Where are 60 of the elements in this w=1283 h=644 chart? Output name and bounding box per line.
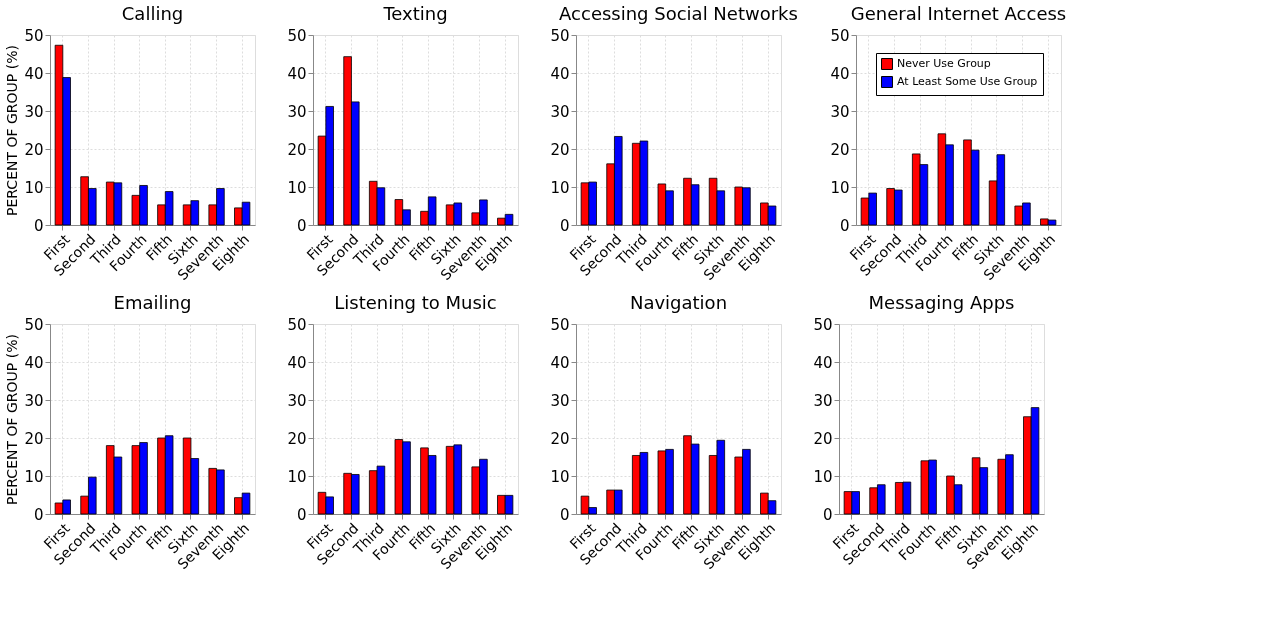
- y-tick-label: 10: [830, 178, 850, 197]
- y-tick-label: 30: [287, 102, 307, 121]
- y-tick-label: 50: [813, 315, 833, 334]
- y-tick-label: 10: [550, 178, 570, 197]
- chart-title: Calling: [121, 3, 184, 24]
- chart-title: Navigation: [629, 292, 728, 313]
- y-tick-label: 10: [813, 467, 833, 486]
- legend-label: At Least Some Use Group: [897, 75, 1038, 88]
- y-tick-label: 20: [287, 429, 307, 448]
- y-tick-label: 50: [287, 26, 307, 45]
- y-tick-label: 50: [287, 315, 307, 334]
- y-tick-label: 40: [550, 64, 570, 83]
- y-tick-label: 0: [839, 216, 850, 235]
- y-tick-label: 0: [822, 505, 833, 524]
- chart-title: Emailing: [113, 292, 192, 313]
- y-tick-label: 30: [287, 391, 307, 410]
- y-tick-label: 20: [287, 140, 307, 159]
- y-tick-label: 10: [287, 467, 307, 486]
- y-tick-label: 20: [550, 429, 570, 448]
- y-tick-label: 20: [830, 140, 850, 159]
- y-tick-label: 50: [24, 315, 44, 334]
- y-tick-label: 30: [813, 391, 833, 410]
- y-tick-label: 10: [287, 178, 307, 197]
- chart-title: Listening to Music: [334, 292, 497, 313]
- y-tick-label: 40: [24, 353, 44, 372]
- y-tick-label: 20: [813, 429, 833, 448]
- chart-title: Messaging Apps: [868, 292, 1015, 313]
- chart-title: Accessing Social Networks: [559, 3, 798, 24]
- y-tick-label: 30: [550, 102, 570, 121]
- y-tick-label: 40: [830, 64, 850, 83]
- y-tick-label: 0: [559, 505, 570, 524]
- chart-title: General Internet Access: [850, 3, 1067, 24]
- y-tick-label: 0: [33, 216, 44, 235]
- y-tick-label: 20: [24, 429, 44, 448]
- y-tick-label: 30: [830, 102, 850, 121]
- y-tick-label: 10: [550, 467, 570, 486]
- y-tick-label: 40: [287, 64, 307, 83]
- y-tick-label: 0: [296, 216, 307, 235]
- y-axis-title: PERCENT OF GROUP (%): [4, 45, 21, 216]
- y-tick-label: 30: [24, 391, 44, 410]
- y-tick-label: 40: [813, 353, 833, 372]
- y-tick-label: 20: [24, 140, 44, 159]
- y-axis-title: PERCENT OF GROUP (%): [4, 334, 21, 505]
- y-tick-label: 40: [287, 353, 307, 372]
- y-tick-label: 30: [24, 102, 44, 121]
- y-tick-label: 40: [24, 64, 44, 83]
- y-tick-label: 40: [550, 353, 570, 372]
- y-tick-label: 50: [24, 26, 44, 45]
- y-tick-label: 0: [33, 505, 44, 524]
- y-tick-label: 10: [24, 178, 44, 197]
- y-tick-label: 30: [550, 391, 570, 410]
- y-tick-label: 50: [550, 315, 570, 334]
- y-tick-label: 0: [296, 505, 307, 524]
- y-tick-label: 0: [559, 216, 570, 235]
- y-tick-label: 50: [830, 26, 850, 45]
- y-tick-label: 50: [550, 26, 570, 45]
- legend-label: Never Use Group: [897, 57, 991, 70]
- y-tick-label: 20: [550, 140, 570, 159]
- y-tick-label: 10: [24, 467, 44, 486]
- chart-title: Texting: [382, 3, 448, 24]
